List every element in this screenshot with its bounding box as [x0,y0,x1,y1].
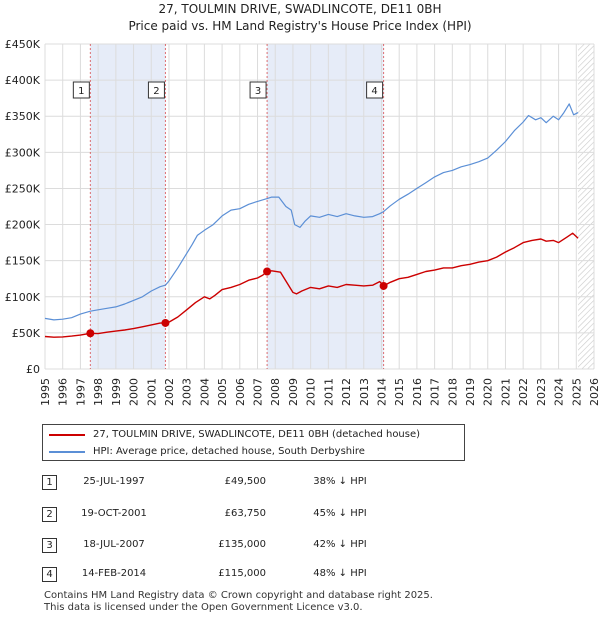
legend-label-property: 27, TOULMIN DRIVE, SWADLINCOTE, DE11 0BH… [93,429,421,440]
x-tick-label: 2009 [287,378,300,406]
x-tick-label: 2021 [499,378,512,406]
x-tick-label: 2006 [234,378,247,406]
sale-marker-label-2: 2 [153,86,159,97]
x-tick-label: 1999 [110,378,123,406]
sale-date: 19-OCT-2001 [81,508,147,519]
sale-point-4 [379,281,388,290]
x-tick-label: 2007 [252,378,265,406]
sale-marker-label-4: 4 [371,86,377,97]
x-tick-label: 2014 [375,378,388,406]
x-tick-label: 2026 [588,378,600,406]
legend-label-hpi: HPI: Average price, detached house, Sout… [93,446,365,457]
sale-price: £49,500 [224,476,266,487]
y-tick-label: £100K [5,291,41,304]
sale-number-badge: 4 [42,567,57,582]
footer-licence: This data is licensed under the Open Gov… [44,602,363,613]
sale-row-3: 3 18-JUL-2007 £135,000 42% ↓ HPI [0,538,600,556]
sale-hpi-diff: 45% ↓ HPI [313,508,367,519]
y-tick-label: £350K [5,110,41,123]
sale-hpi-diff: 48% ↓ HPI [313,568,367,579]
sale-point-1 [86,329,95,338]
y-tick-label: £0 [26,363,40,376]
y-tick-label: £300K [5,146,41,159]
chart-legend: 27, TOULMIN DRIVE, SWADLINCOTE, DE11 0BH… [42,424,465,461]
y-tick-label: £450K [5,38,41,51]
x-tick-label: 2023 [535,378,548,406]
sale-marker-box-2 [147,81,165,99]
sale-date: 14-FEB-2014 [81,568,147,579]
x-tick-label: 2010 [305,378,318,406]
sale-price: £115,000 [218,568,266,579]
sale-marker-box-1 [72,81,90,99]
y-tick-label: £50K [12,327,41,340]
x-tick-label: 2005 [216,378,229,406]
x-tick-label: 2002 [163,378,176,406]
x-tick-label: 2012 [340,378,353,406]
x-tick-label: 2015 [393,378,406,406]
sale-row-1: 1 25-JUL-1997 £49,500 38% ↓ HPI [0,475,600,493]
x-tick-label: 1995 [39,378,52,406]
x-tick-label: 2013 [358,378,371,406]
footer-copyright: Contains HM Land Registry data © Crown c… [44,590,433,601]
sale-date: 25-JUL-1997 [83,476,145,487]
sale-date: 18-JUL-2007 [83,539,145,550]
hpi-line [44,103,579,321]
y-tick-label: £400K [5,74,41,87]
x-tick-label: 2018 [446,378,459,406]
property-price-line [44,232,579,338]
chart-subtitle: Price paid vs. HM Land Registry's House … [128,19,472,33]
sale-row-4: 4 14-FEB-2014 £115,000 48% ↓ HPI [0,567,600,585]
x-tick-label: 2017 [429,378,442,406]
y-tick-label: £150K [5,255,41,268]
sale-point-3 [263,267,272,276]
sale-point-2 [161,318,170,327]
sale-hpi-diff: 42% ↓ HPI [313,539,367,550]
x-tick-label: 1997 [74,378,87,406]
legend-swatch-property [49,434,85,436]
x-tick-label: 1996 [57,378,70,406]
x-tick-label: 2016 [411,378,424,406]
chart-title: 27, TOULMIN DRIVE, SWADLINCOTE, DE11 0BH [158,2,442,16]
sale-marker-label-1: 1 [78,86,84,97]
sale-marker-box-4 [366,81,384,99]
x-tick-label: 1998 [92,378,105,406]
x-tick-label: 2004 [198,378,211,406]
future-hatch-region [578,44,594,369]
x-tick-label: 2003 [181,378,194,406]
sale-number-badge: 1 [42,475,57,490]
sale-row-2: 2 19-OCT-2001 £63,750 45% ↓ HPI [0,507,600,525]
x-tick-label: 2020 [482,378,495,406]
price-chart: 1 2 3 4 £0 £50K £100K £150K £200K £250K £300K £350… [5,38,600,406]
sale-price: £135,000 [218,539,266,550]
x-tick-label: 2024 [553,378,566,406]
x-tick-label: 2019 [464,378,477,406]
sale-number-badge: 2 [42,507,57,522]
x-tick-label: 2022 [517,378,530,406]
x-tick-label: 2025 [570,378,583,406]
sale-marker-box-3 [249,81,267,99]
x-tick-label: 2008 [269,378,282,406]
sale-hpi-diff: 38% ↓ HPI [313,476,367,487]
x-tick-label: 2001 [145,378,158,406]
x-tick-label: 2000 [128,378,141,406]
x-tick-label: 2011 [322,378,335,406]
sale-price: £63,750 [224,508,266,519]
y-tick-label: £250K [5,182,41,195]
y-tick-label: £200K [5,219,41,232]
legend-swatch-hpi [49,451,85,453]
sale-number-badge: 3 [42,538,57,553]
sale-marker-label-3: 3 [255,86,261,97]
